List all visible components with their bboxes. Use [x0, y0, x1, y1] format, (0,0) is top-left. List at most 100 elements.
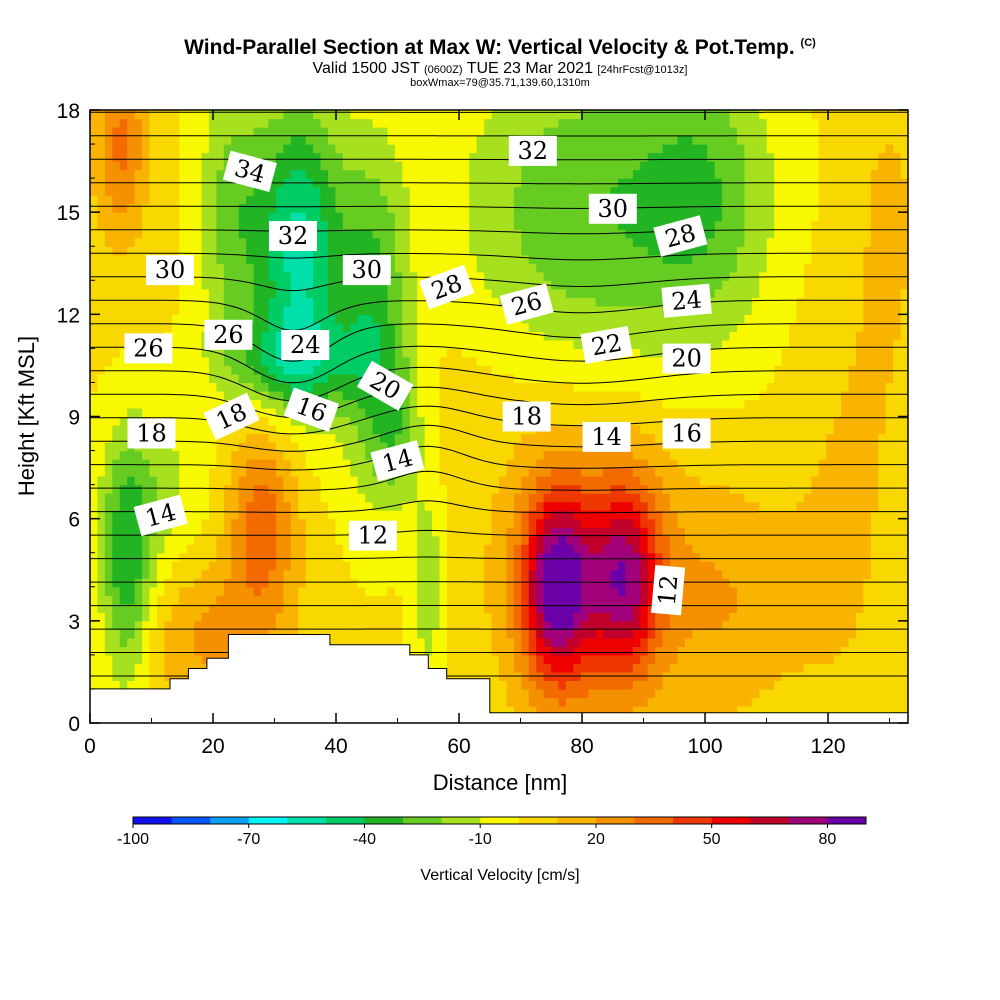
heatmap-cell [261, 288, 270, 298]
heatmap-cell [335, 407, 344, 418]
heatmap-cell [104, 152, 113, 162]
heatmap-cell [469, 476, 478, 486]
heatmap-cell [454, 603, 463, 613]
heatmap-cell [357, 339, 366, 349]
heatmap-cell [484, 263, 493, 273]
heatmap-cell [528, 552, 537, 562]
heatmap-cell [417, 237, 426, 247]
heatmap-cell [387, 195, 396, 205]
heatmap-cell [454, 322, 463, 332]
heatmap-cell [580, 527, 589, 537]
heatmap-cell [149, 305, 158, 315]
heatmap-cell [313, 501, 322, 511]
heatmap-cell [432, 220, 441, 230]
heatmap-cell [253, 135, 262, 145]
heatmap-cell [350, 603, 359, 613]
heatmap-cell [506, 586, 515, 596]
heatmap-cell [565, 195, 574, 205]
heatmap-cell [565, 620, 574, 630]
heatmap-cell [588, 595, 597, 605]
heatmap-cell [439, 578, 448, 588]
heatmap-cell [275, 527, 284, 537]
heatmap-cell [335, 569, 344, 579]
heatmap-cell [380, 476, 389, 486]
heatmap-cell [558, 339, 567, 349]
heatmap-cell [521, 237, 530, 247]
heatmap-cell [313, 118, 322, 128]
heatmap-cell [461, 493, 470, 503]
heatmap-cell [491, 365, 500, 375]
heatmap-cell [97, 314, 106, 324]
heatmap-cell [201, 382, 210, 392]
heatmap-cell [342, 339, 351, 349]
heatmap-cell [261, 407, 270, 418]
heatmap-cell [142, 246, 151, 256]
heatmap-cell [446, 425, 455, 435]
heatmap-cell [127, 407, 136, 418]
heatmap-cell [484, 663, 493, 673]
heatmap-cell [201, 535, 210, 545]
heatmap-cell [409, 152, 418, 162]
heatmap-cell [246, 127, 255, 137]
heatmap-cell [424, 578, 433, 588]
heatmap-cell [469, 561, 478, 571]
heatmap-cell [223, 135, 232, 145]
heatmap-cell [246, 373, 255, 384]
heatmap-cell [313, 263, 322, 273]
heatmap-cell [320, 603, 329, 613]
heatmap-cell [253, 390, 262, 401]
heatmap-cell [127, 501, 136, 511]
heatmap-cell [90, 637, 99, 647]
heatmap-cell [365, 552, 374, 562]
heatmap-cell [424, 399, 433, 409]
heatmap-cell [476, 348, 485, 358]
heatmap-cell [119, 467, 128, 477]
heatmap-cell [231, 144, 240, 154]
heatmap-cell [603, 680, 612, 690]
heatmap-cell [439, 237, 448, 247]
heatmap-cell [261, 229, 270, 239]
heatmap-cell [149, 484, 158, 494]
heatmap-cell [186, 459, 195, 469]
heatmap-cell [551, 425, 560, 435]
heatmap-cell [603, 654, 612, 664]
heatmap-cell [565, 433, 574, 443]
heatmap-cell [112, 527, 121, 537]
heatmap-cell [231, 288, 240, 298]
heatmap-cell [521, 246, 530, 256]
heatmap-cell [446, 263, 455, 273]
heatmap-cell [476, 459, 485, 469]
heatmap-cell [156, 612, 165, 622]
heatmap-cell [565, 161, 574, 171]
heatmap-cell [253, 288, 262, 298]
heatmap-cell [521, 220, 530, 230]
heatmap-cell [171, 407, 180, 418]
heatmap-cell [246, 578, 255, 588]
heatmap-cell [499, 569, 508, 579]
heatmap-cell [536, 390, 545, 401]
heatmap-cell [409, 348, 418, 358]
heatmap-cell [350, 212, 359, 222]
heatmap-cell [380, 629, 389, 639]
heatmap-cell [357, 561, 366, 571]
heatmap-cell [335, 510, 344, 520]
heatmap-cell [201, 510, 210, 520]
heatmap-cell [208, 569, 218, 579]
heatmap-cell [335, 450, 344, 460]
heatmap-cell [246, 442, 255, 452]
heatmap-cell [588, 629, 597, 639]
heatmap-cell [142, 288, 151, 298]
heatmap-cell [216, 314, 225, 324]
heatmap-cell [558, 220, 567, 230]
heatmap-cell [142, 237, 151, 247]
heatmap-cell [365, 339, 374, 349]
heatmap-cell [380, 169, 389, 179]
heatmap-cell [127, 365, 136, 375]
heatmap-cell [372, 552, 381, 562]
heatmap-cell [558, 688, 567, 699]
heatmap-cell [186, 527, 195, 537]
heatmap-cell [275, 390, 284, 401]
heatmap-cell [573, 646, 582, 656]
heatmap-cell [164, 399, 173, 409]
heatmap-cell [595, 246, 604, 256]
